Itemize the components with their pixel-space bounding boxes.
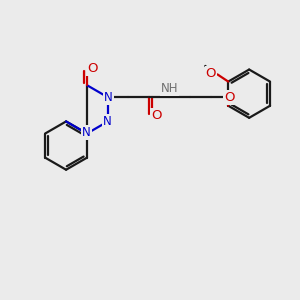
Text: O: O — [152, 109, 162, 122]
Text: NH: NH — [161, 82, 178, 95]
Text: N: N — [82, 126, 91, 140]
Text: O: O — [206, 67, 216, 80]
Text: O: O — [87, 61, 98, 75]
Text: N: N — [103, 115, 112, 128]
Text: O: O — [224, 92, 234, 104]
Text: N: N — [104, 91, 113, 104]
